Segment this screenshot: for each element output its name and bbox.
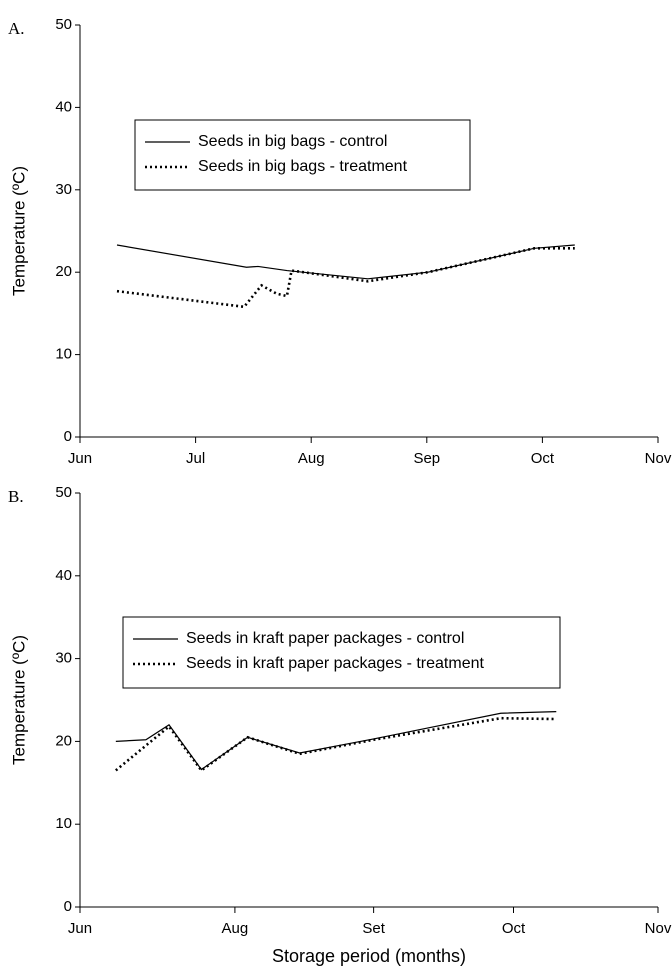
series-line xyxy=(116,247,575,309)
x-tick-label: Oct xyxy=(531,450,555,467)
panel-label: B. xyxy=(8,487,24,506)
series-line xyxy=(115,716,557,773)
legend-label: Seeds in big bags - control xyxy=(198,133,387,150)
legend-box xyxy=(122,616,561,689)
x-tick-label: Jun xyxy=(68,450,92,467)
x-tick-label: Nov xyxy=(645,920,672,937)
legend-label: Seeds in big bags - treatment xyxy=(198,158,408,175)
y-tick-label: 20 xyxy=(55,263,72,280)
x-tick-label: Aug xyxy=(298,450,325,467)
series-line xyxy=(116,244,575,280)
y-axis-label: Temperature (ºC) xyxy=(9,635,28,765)
y-tick-label: 10 xyxy=(55,346,72,363)
y-tick-label: 40 xyxy=(55,567,72,584)
y-tick-label: 0 xyxy=(64,898,72,915)
y-tick-label: 40 xyxy=(55,98,72,115)
x-tick-label: Nov xyxy=(645,450,672,467)
x-tick-label: Oct xyxy=(502,920,526,937)
y-axis-label: Temperature (ºC) xyxy=(9,166,28,296)
x-tick-label: Sep xyxy=(413,450,440,467)
y-tick-label: 50 xyxy=(55,484,72,501)
x-axis-label: Storage period (months) xyxy=(272,946,466,966)
y-tick-label: 30 xyxy=(55,181,72,198)
legend-label: Seeds in kraft paper packages - treatmen… xyxy=(186,655,484,672)
y-tick-label: 0 xyxy=(64,428,72,445)
series-line xyxy=(115,710,557,771)
x-tick-label: Jul xyxy=(186,450,205,467)
y-tick-label: 50 xyxy=(55,16,72,33)
y-tick-label: 30 xyxy=(55,650,72,667)
legend-label: Seeds in kraft paper packages - control xyxy=(186,630,464,647)
y-tick-label: 10 xyxy=(55,815,72,832)
x-tick-label: Aug xyxy=(222,920,249,937)
x-tick-label: Jun xyxy=(68,920,92,937)
legend-box xyxy=(134,119,471,191)
y-tick-label: 20 xyxy=(55,732,72,749)
x-tick-label: Set xyxy=(362,920,385,937)
panel-label: A. xyxy=(8,19,25,38)
